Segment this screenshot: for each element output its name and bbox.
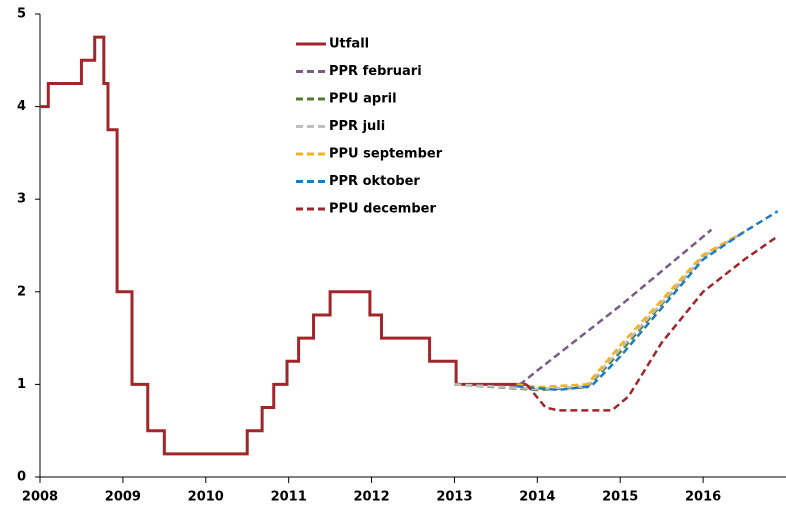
- legend-label: PPR februari: [329, 64, 422, 79]
- y-tick-label: 1: [17, 377, 26, 392]
- series-line: [454, 228, 713, 389]
- series-line: [40, 35, 527, 456]
- legend-label: PPR juli: [329, 119, 385, 134]
- series-line: [516, 230, 746, 389]
- series-line: [525, 235, 779, 412]
- x-tick-label: 2012: [353, 490, 389, 505]
- y-tick-label: 5: [17, 7, 26, 22]
- x-tick-label: 2016: [685, 490, 721, 505]
- legend-label: Utfall: [329, 37, 369, 52]
- y-tick-label: 0: [17, 470, 26, 485]
- legend-label: PPR oktober: [329, 174, 420, 189]
- series-line: [516, 210, 779, 392]
- x-tick-label: 2008: [22, 490, 58, 505]
- legend-label: PPU april: [329, 92, 397, 107]
- series-line: [454, 230, 746, 391]
- x-tick-label: 2013: [436, 490, 472, 505]
- x-tick-label: 2010: [188, 490, 224, 505]
- x-tick-label: 2015: [602, 490, 638, 505]
- y-tick-label: 2: [17, 284, 26, 299]
- legend-label: PPU september: [329, 147, 443, 162]
- y-tick-label: 4: [17, 99, 26, 114]
- x-tick-label: 2014: [519, 490, 555, 505]
- legend-label: PPU december: [329, 202, 436, 217]
- x-tick-label: 2009: [105, 490, 141, 505]
- x-tick-label: 2011: [271, 490, 307, 505]
- y-tick-label: 3: [17, 192, 26, 207]
